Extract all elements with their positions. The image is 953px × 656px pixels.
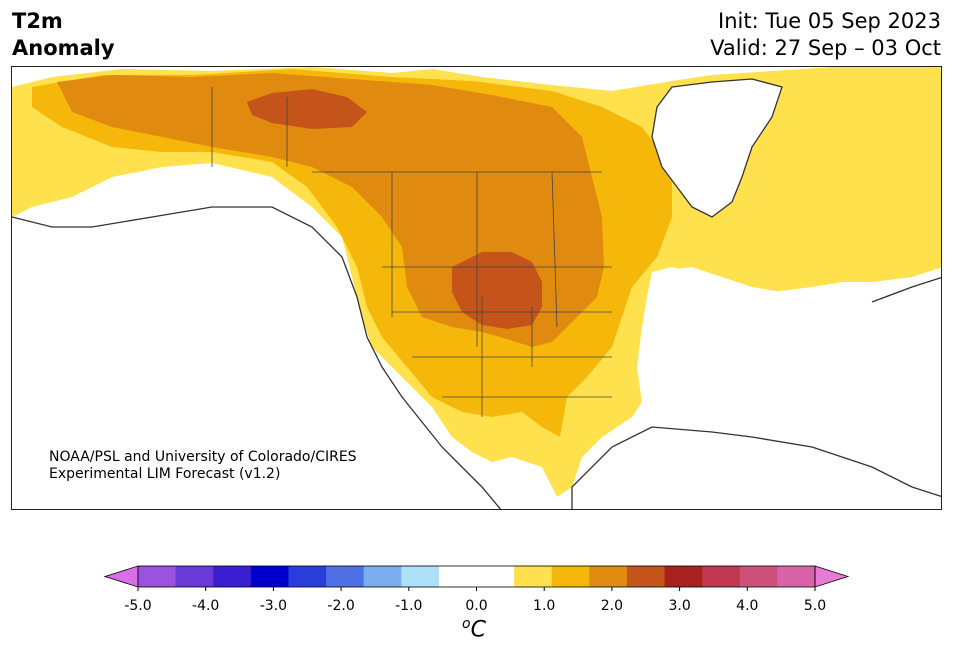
political-borders (211, 87, 612, 417)
anomaly-level-4-plains (452, 252, 542, 329)
colorbar-segment (626, 566, 666, 587)
colorbar-segment (739, 566, 778, 587)
colorbar-segment (664, 566, 703, 587)
colorbar-tick-label: -3.0 (259, 598, 288, 614)
colorbar-tick-label: 3.0 (668, 598, 691, 614)
colorbar-tick-label: -5.0 (124, 598, 152, 614)
anomaly-map (11, 66, 942, 510)
colorbar-tick-label: 0.0 (465, 598, 488, 614)
unit-degree: o (462, 616, 471, 632)
forecast-dates: Init: Tue 05 Sep 2023 Valid: 27 Sep – 03… (710, 8, 941, 62)
colorbar-tick-label: 5.0 (803, 598, 827, 614)
colorbar-unit: oC (462, 616, 486, 642)
colorbar-segment (702, 566, 741, 587)
colorbar-segment (476, 566, 515, 587)
gulf-of-mexico (572, 427, 941, 509)
colorbar-tick-label: -2.0 (327, 598, 355, 614)
hudson-bay (652, 79, 782, 217)
colorbar-tick-label: -4.0 (192, 598, 220, 614)
colorbar-segment (250, 566, 289, 587)
colorbar-segment (777, 566, 816, 587)
colorbar-segment (175, 566, 214, 587)
colorbar-segment (363, 566, 402, 587)
map-title: T2m Anomaly (12, 8, 115, 62)
colorbar-segment (326, 566, 365, 587)
credit-text: NOAA/PSL and University of Colorado/CIRE… (49, 449, 357, 483)
colorbar-segment (438, 566, 477, 587)
colorbar-arrow-left (103, 565, 139, 588)
colorbar-segment (401, 566, 440, 587)
init-date: Init: Tue 05 Sep 2023 (718, 9, 941, 33)
colorbar-segment (589, 566, 628, 587)
colorbar-tick-label: -1.0 (395, 598, 423, 614)
colorbar-segment (514, 566, 553, 587)
map-svg (12, 67, 941, 509)
coastline (12, 78, 941, 509)
colorbar-segment (138, 566, 177, 587)
unit-letter: C (470, 617, 486, 643)
colorbar-tick-label: 1.0 (533, 598, 556, 614)
credit-line-1: NOAA/PSL and University of Colorado/CIRE… (49, 449, 357, 465)
title-line-1: T2m (12, 9, 63, 33)
colorbar-segment (213, 566, 252, 587)
colorbar-arrow-right (814, 565, 850, 588)
great-lakes (652, 267, 747, 305)
pacific-ocean (12, 207, 501, 509)
title-line-2: Anomaly (12, 36, 115, 60)
colorbar-segment (551, 566, 590, 587)
colorbar-tick-label: 2.0 (600, 598, 624, 614)
anomaly-level-4 (247, 89, 367, 129)
valid-date: Valid: 27 Sep – 03 Oct (710, 36, 941, 60)
colorbar-segment (288, 566, 327, 587)
credit-line-2: Experimental LIM Forecast (v1.2) (49, 466, 281, 482)
near-zero-east (637, 267, 882, 432)
atlantic-ocean (872, 277, 941, 509)
colorbar-tick-label: 4.0 (736, 598, 759, 614)
